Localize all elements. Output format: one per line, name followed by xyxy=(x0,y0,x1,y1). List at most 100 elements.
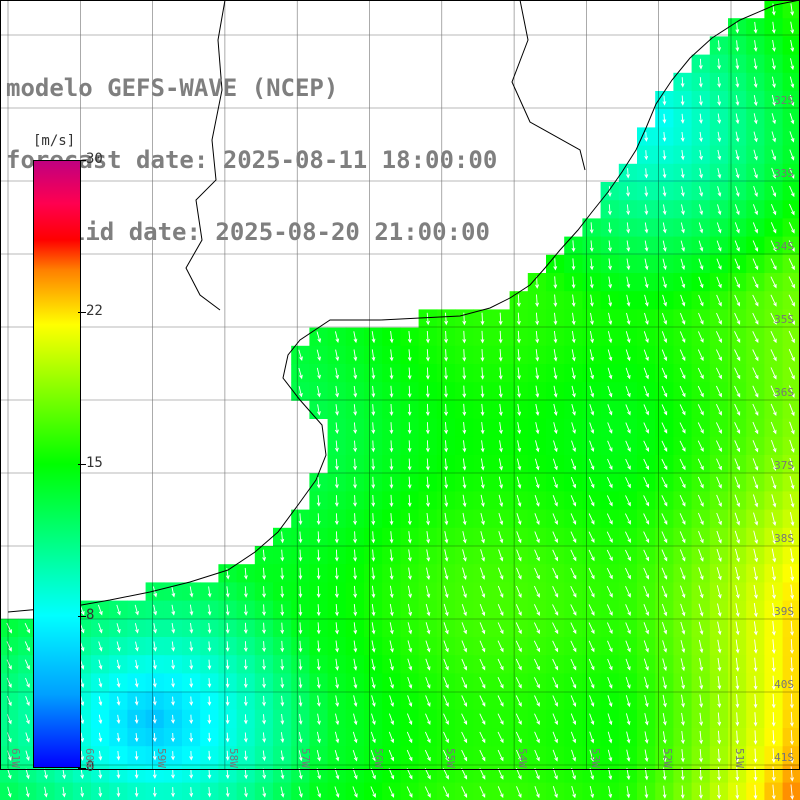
wind-arrow xyxy=(570,567,577,580)
wind-arrow xyxy=(262,586,267,598)
wind-arrow xyxy=(116,750,121,761)
wind-arrow xyxy=(6,641,12,652)
wind-arrow xyxy=(335,622,339,635)
wind-arrow xyxy=(624,531,631,544)
wind-arrow xyxy=(753,40,758,52)
wind-arrow xyxy=(389,385,394,398)
wind-arrow xyxy=(207,678,212,688)
wind-arrow xyxy=(497,658,504,671)
wind-arrow xyxy=(771,730,776,746)
wind-arrow xyxy=(280,585,285,599)
wind-arrow xyxy=(715,404,722,416)
wind-arrow xyxy=(479,585,486,599)
wind-arrow xyxy=(498,312,503,326)
wind-arrow xyxy=(97,604,103,616)
wind-arrow xyxy=(788,385,795,398)
wind-arrow xyxy=(753,131,758,143)
wind-arrow xyxy=(772,602,776,618)
wind-arrow xyxy=(770,331,777,344)
lat-label-33s: 33S xyxy=(774,167,794,180)
wind-arrow xyxy=(497,695,504,707)
wind-arrow xyxy=(589,749,595,762)
wind-arrow xyxy=(134,769,139,779)
wind-arrow xyxy=(480,531,485,544)
wind-arrow xyxy=(553,330,558,344)
wind-arrow xyxy=(515,604,522,617)
wind-arrow xyxy=(389,549,394,562)
wind-arrow xyxy=(588,677,595,689)
wind-arrow xyxy=(607,731,613,744)
wind-arrow xyxy=(625,676,631,690)
wind-arrow xyxy=(570,604,577,616)
wind-arrow xyxy=(772,40,776,52)
wind-arrow xyxy=(280,786,285,798)
wind-arrow xyxy=(717,113,722,125)
wind-arrow xyxy=(752,258,759,271)
wind-arrow xyxy=(589,258,594,271)
lat-label-32s: 32S xyxy=(774,94,794,107)
wind-arrow xyxy=(388,713,394,726)
river-border-west xyxy=(185,0,226,311)
wind-arrow xyxy=(171,751,175,761)
wind-arrow xyxy=(516,294,521,308)
wind-arrow xyxy=(570,677,577,689)
wind-arrow xyxy=(770,439,777,453)
lon-label-56w: 56W xyxy=(372,748,385,768)
wind-arrow xyxy=(606,531,613,544)
wind-arrow xyxy=(461,768,468,780)
wind-arrow xyxy=(116,659,121,670)
wind-arrow xyxy=(225,567,230,580)
wind-arrow xyxy=(715,367,722,380)
wind-arrow xyxy=(643,585,650,598)
wind-arrow xyxy=(570,658,577,671)
wind-arrow xyxy=(698,77,703,88)
wind-arrow xyxy=(789,113,795,125)
wind-arrow xyxy=(643,495,650,507)
wind-arrow xyxy=(770,385,777,398)
wind-arrow xyxy=(570,622,577,635)
wind-arrow xyxy=(661,495,668,507)
wind-arrow xyxy=(461,731,468,744)
wind-arrow xyxy=(589,367,595,380)
wind-arrow xyxy=(98,659,103,670)
wind-arrow xyxy=(626,168,630,179)
wind-arrow xyxy=(280,732,285,744)
wind-arrow xyxy=(316,768,322,780)
wind-arrow xyxy=(753,149,758,161)
wind-arrow xyxy=(770,240,777,252)
wind-arrow xyxy=(479,640,486,653)
wind-arrow xyxy=(335,713,340,726)
wind-arrow xyxy=(407,676,413,689)
lon-label-51w: 51W xyxy=(733,748,746,768)
wind-arrow xyxy=(552,476,558,489)
wind-arrow xyxy=(644,240,649,252)
wind-arrow xyxy=(62,768,66,780)
wind-arrow xyxy=(116,604,121,616)
lon-label-59w: 59W xyxy=(155,748,168,768)
wind-arrow xyxy=(80,732,85,743)
wind-arrow xyxy=(24,623,31,634)
wind-arrow xyxy=(370,731,376,744)
wind-arrow xyxy=(606,586,613,598)
wind-arrow xyxy=(735,585,740,599)
wind-arrow xyxy=(371,385,376,398)
wind-arrow xyxy=(752,367,759,380)
wind-arrow xyxy=(371,567,376,581)
wind-arrow xyxy=(371,476,376,489)
wind-arrow xyxy=(480,422,485,435)
wind-arrow xyxy=(735,675,740,691)
wind-arrow xyxy=(589,404,595,416)
wind-arrow xyxy=(316,367,321,380)
wind-arrow xyxy=(752,440,759,453)
colorbar xyxy=(33,160,81,768)
wind-arrow xyxy=(753,675,758,691)
wind-arrow xyxy=(753,95,758,107)
wind-arrow xyxy=(771,512,777,526)
wind-arrow xyxy=(98,678,103,688)
wind-arrow xyxy=(425,585,431,599)
wind-arrow xyxy=(316,749,321,762)
wind-arrow xyxy=(753,621,758,636)
wind-arrow xyxy=(735,149,740,161)
wind-arrow xyxy=(644,132,649,142)
wind-arrow xyxy=(607,204,612,216)
